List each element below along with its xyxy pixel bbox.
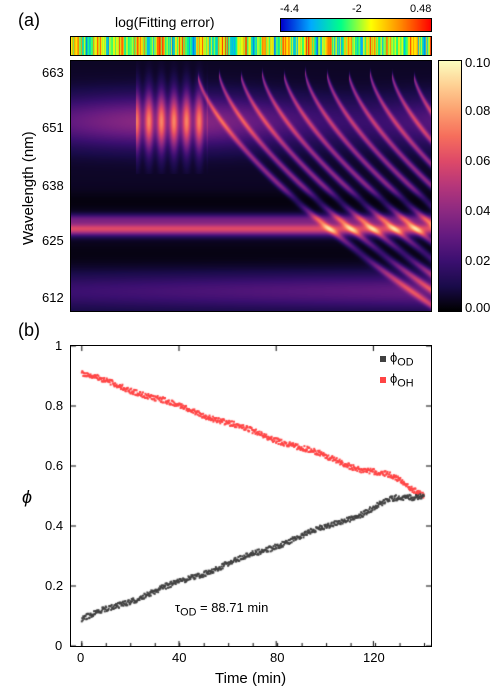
panel-a-label: (a) [18,10,40,31]
heatmap-ytick-3: 625 [42,233,64,248]
heatmap-ytick-2: 638 [42,178,64,193]
panel-b-label: (b) [18,320,40,341]
legend-oh: ϕOH [380,371,414,390]
cb-tick-5: 0.00 [465,300,490,315]
tau-annotation: τOD = 88.71 min [175,600,268,619]
heatmap-ytick-4: 612 [42,290,64,305]
scatter-legend: ϕOD ϕOH [380,350,414,391]
legend-dot-od [380,356,386,362]
error-tick-0: -4.4 [280,3,299,15]
heatmap-colorbar [438,60,462,312]
sx-tick-1: 40 [172,650,186,665]
cb-tick-2: 0.06 [465,153,490,168]
legend-label-oh: ϕOH [390,371,414,390]
heatmap-ytick-0: 663 [42,65,64,80]
error-colorbar [280,18,432,32]
cb-tick-0: 0.10 [465,55,490,70]
sy-tick-3: 0.6 [45,458,63,473]
sy-tick-1: 0.2 [45,578,63,593]
sx-tick-0: 0 [77,650,84,665]
heatmap-plot [70,60,432,312]
heatmap-ylabel: Wavelength (nm) [20,131,37,245]
legend-dot-oh [380,377,386,383]
cb-tick-1: 0.08 [465,103,490,118]
heatmap-ytick-1: 651 [42,120,64,135]
cb-tick-4: 0.02 [465,253,490,268]
scatter-xlabel: Time (min) [215,670,286,687]
sx-tick-2: 80 [270,650,284,665]
sy-tick-0: 0 [55,638,62,653]
error-tick-1: -2 [352,3,362,15]
error-strip [70,36,432,56]
error-tick-2: 0.48 [410,3,431,15]
sy-tick-2: 0.4 [45,518,63,533]
legend-od: ϕOD [380,350,414,369]
sy-tick-4: 0.8 [45,398,63,413]
scatter-ylabel: ϕ [22,487,32,508]
cb-tick-3: 0.04 [465,203,490,218]
sy-tick-5: 1 [55,338,62,353]
sx-tick-3: 120 [363,650,385,665]
error-title: log(Fitting error) [115,14,215,30]
legend-label-od: ϕOD [390,350,414,369]
